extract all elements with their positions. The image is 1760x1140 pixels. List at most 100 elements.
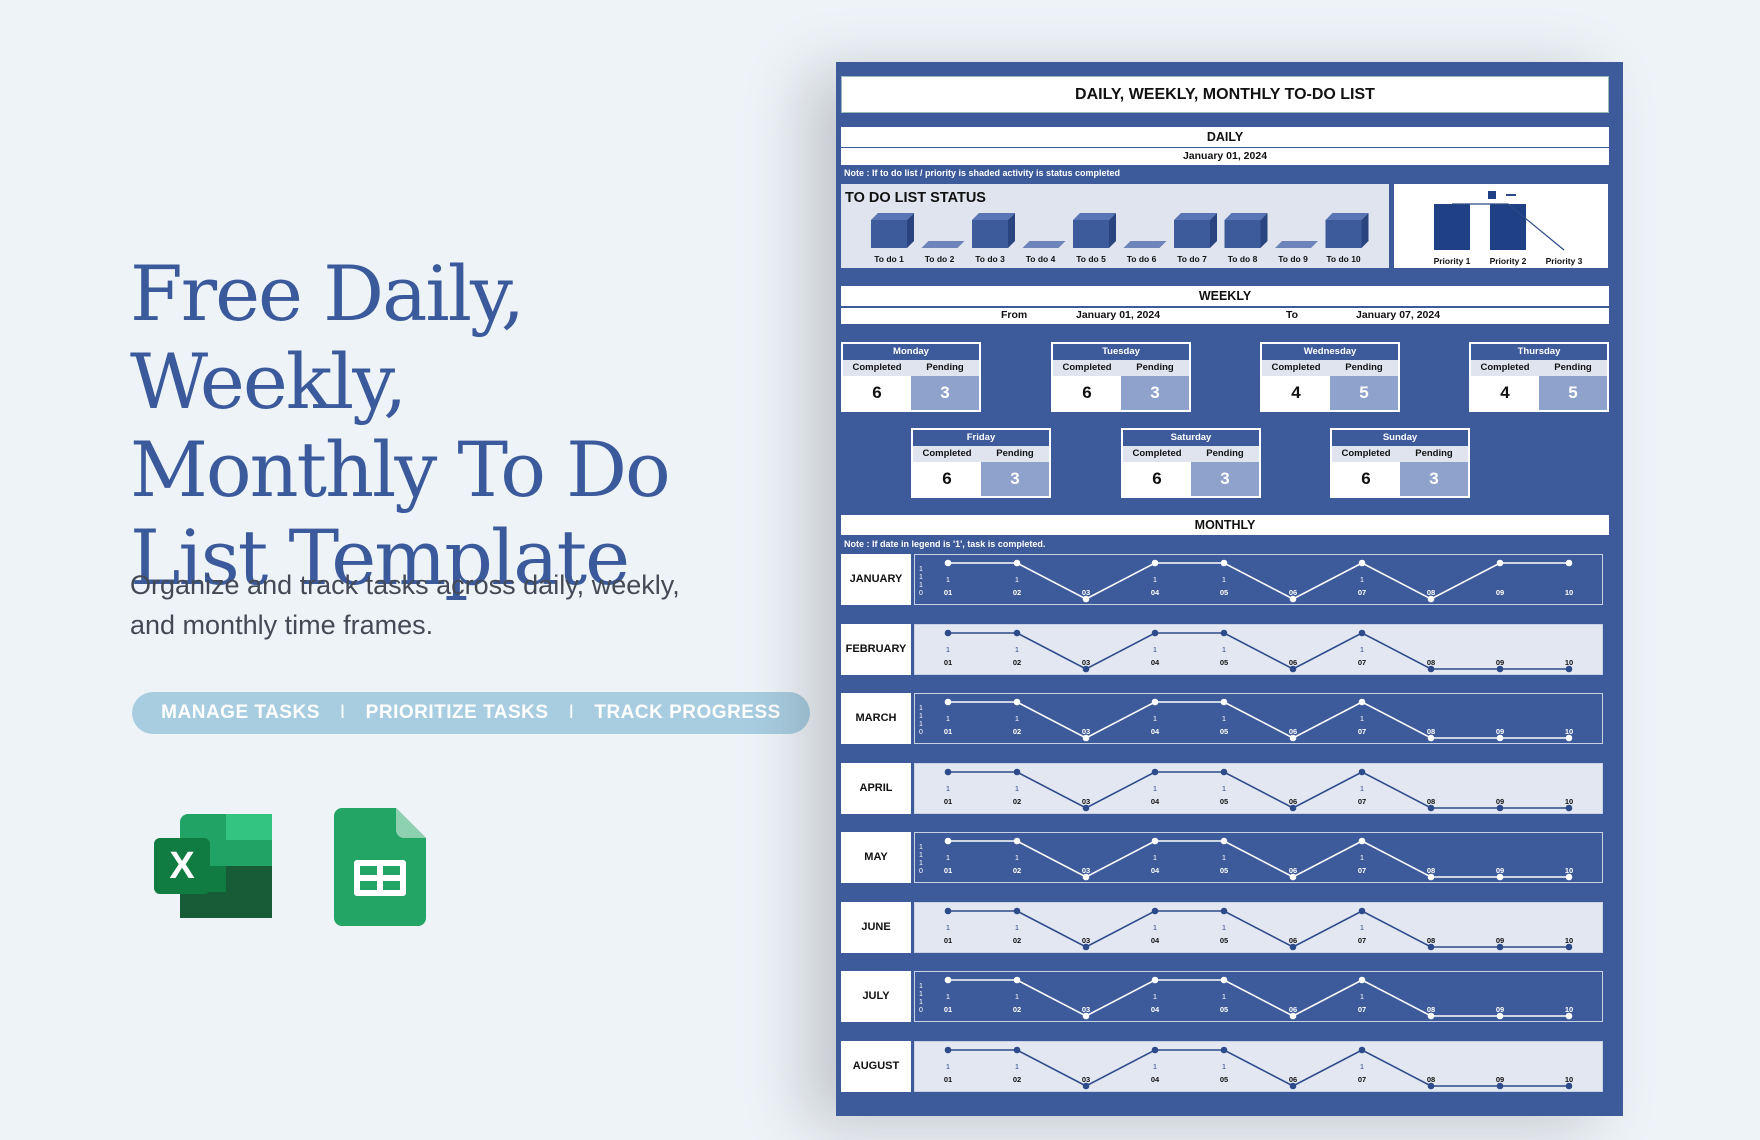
pending-header: Pending: [1415, 448, 1453, 459]
x-tick-label: 01: [944, 1005, 952, 1014]
x-tick-label: 01: [944, 588, 952, 597]
month-point: [1289, 804, 1297, 811]
point-value-label: 1: [1153, 714, 1157, 723]
x-tick-label: 07: [1358, 727, 1366, 736]
y-axis-label: 1: [919, 852, 923, 859]
point-value-label: 1: [1153, 784, 1157, 793]
point-value-label: 1: [1015, 714, 1019, 723]
daily-heading: DAILY: [841, 127, 1609, 147]
priority-chart: Priority 1 Priority 2 Priority 3: [1394, 184, 1608, 268]
month-line-chart: 1 1 1 0 1 01 1 02 03 1 04 1 05 06 1 07 08 09 10: [914, 971, 1603, 1022]
priority-tick-label: Priority 1: [1434, 256, 1471, 266]
month-line-chart: 1 01 1 02 03 1 04 1 05 06 1 07 08 09 10: [914, 623, 1603, 675]
x-tick-label: 09: [1496, 797, 1504, 806]
month-point: [1220, 698, 1228, 706]
point-value-label: 1: [1222, 992, 1226, 1001]
month-point: [1427, 1082, 1435, 1089]
month-point: [1496, 804, 1504, 811]
x-tick-label: 10: [1565, 936, 1573, 945]
point-value-label: 1: [1222, 923, 1226, 932]
point-value-label: 1: [946, 784, 950, 793]
month-row-january: JANUARY 1 1 1 0 1 01 1 02 03 1 04 1 05 06 1 07 08 09 10: [841, 554, 1603, 605]
month-point: [944, 559, 952, 567]
x-tick-label: 05: [1220, 658, 1228, 667]
feature-tags-pill: MANAGE TASKS I PRIORITIZE TASKS I TRACK …: [132, 692, 810, 734]
month-point: [1013, 629, 1021, 636]
todo-status-label: TO DO LIST STATUS: [845, 190, 986, 206]
x-tick-label: 03: [1082, 727, 1090, 736]
tag-prioritize-tasks: PRIORITIZE TASKS: [365, 702, 549, 723]
day-name: Tuesday: [1053, 344, 1189, 360]
month-name: MAY: [841, 832, 911, 883]
priority-tick-label: Priority 3: [1546, 256, 1583, 266]
x-tick-label: 01: [944, 727, 952, 736]
y-axis-label: 1: [919, 705, 923, 712]
month-point: [1151, 1046, 1159, 1053]
x-tick-label: 10: [1565, 797, 1573, 806]
weekly-to-label: To: [1286, 309, 1299, 321]
x-tick-label: 02: [1013, 797, 1021, 806]
month-point: [1220, 768, 1228, 775]
point-value-label: 1: [1360, 784, 1364, 793]
point-value-label: 1: [946, 923, 950, 932]
pending-count: 3: [981, 462, 1049, 496]
x-tick-label: 09: [1496, 588, 1504, 597]
month-point: [1220, 907, 1228, 914]
month-name: APRIL: [841, 762, 911, 814]
point-value-label: 1: [1360, 714, 1364, 723]
x-tick-label: 05: [1220, 1005, 1228, 1014]
tag-separator: I: [339, 702, 346, 723]
day-name: Sunday: [1332, 430, 1468, 446]
status-tick-label: To do 6: [1127, 254, 1157, 264]
x-tick-label: 10: [1565, 1005, 1573, 1014]
day-name: Thursday: [1471, 344, 1607, 360]
hero-title-line1: Free Daily, Weekly,: [130, 249, 525, 426]
daily-note: Note : If to do list / priority is shade…: [844, 168, 1121, 178]
status-bar: [871, 213, 914, 248]
pending-count: 3: [1400, 462, 1468, 496]
month-point: [1358, 698, 1366, 706]
month-point: [1358, 559, 1366, 567]
month-name: JANUARY: [841, 554, 911, 605]
status-tick-label: To do 8: [1228, 254, 1258, 264]
month-name: JULY: [841, 971, 911, 1022]
hero-subtitle-line1: Organize and track tasks across daily, w…: [130, 570, 680, 600]
priority-bar: [1434, 204, 1470, 250]
point-value-label: 1: [1360, 1062, 1364, 1071]
month-point: [1427, 873, 1435, 881]
month-name: JUNE: [841, 901, 911, 953]
x-tick-label: 04: [1151, 1075, 1160, 1084]
day-name: Wednesday: [1262, 344, 1398, 360]
x-tick-label: 07: [1358, 1005, 1366, 1014]
completed-count: 4: [1471, 376, 1539, 410]
point-value-label: 1: [946, 992, 950, 1001]
priority-bar: [1490, 204, 1526, 250]
y-axis-label: 0: [919, 590, 923, 597]
x-tick-label: 09: [1496, 727, 1504, 736]
month-point: [1496, 1082, 1504, 1089]
google-sheets-icon: [334, 808, 426, 926]
point-value-label: 1: [1360, 575, 1364, 584]
status-bar: [1022, 241, 1066, 248]
month-point: [1082, 1082, 1090, 1089]
month-row-august: AUGUST 1 01 1 02 03 1 04 1 05 06 1 07 08 09 10: [841, 1040, 1603, 1092]
legend-bar-marker: [1488, 191, 1496, 199]
point-value-label: 1: [1153, 575, 1157, 584]
x-tick-label: 05: [1220, 588, 1228, 597]
x-tick-label: 04: [1151, 588, 1160, 597]
month-point: [944, 837, 952, 845]
hero-title: Free Daily, Weekly, Monthly To Do List T…: [130, 250, 790, 602]
y-axis-label: 1: [919, 566, 923, 573]
status-tick-label: To do 2: [925, 254, 955, 264]
x-tick-label: 09: [1496, 1075, 1504, 1084]
point-value-label: 1: [1153, 645, 1157, 654]
x-tick-label: 02: [1013, 727, 1021, 736]
month-point: [1358, 629, 1366, 636]
x-tick-label: 08: [1427, 936, 1435, 945]
pending-count: 3: [911, 376, 979, 410]
month-point: [1082, 665, 1090, 672]
status-tick-label: To do 5: [1076, 254, 1106, 264]
y-axis-label: 1: [919, 844, 923, 851]
month-point: [1565, 804, 1573, 811]
